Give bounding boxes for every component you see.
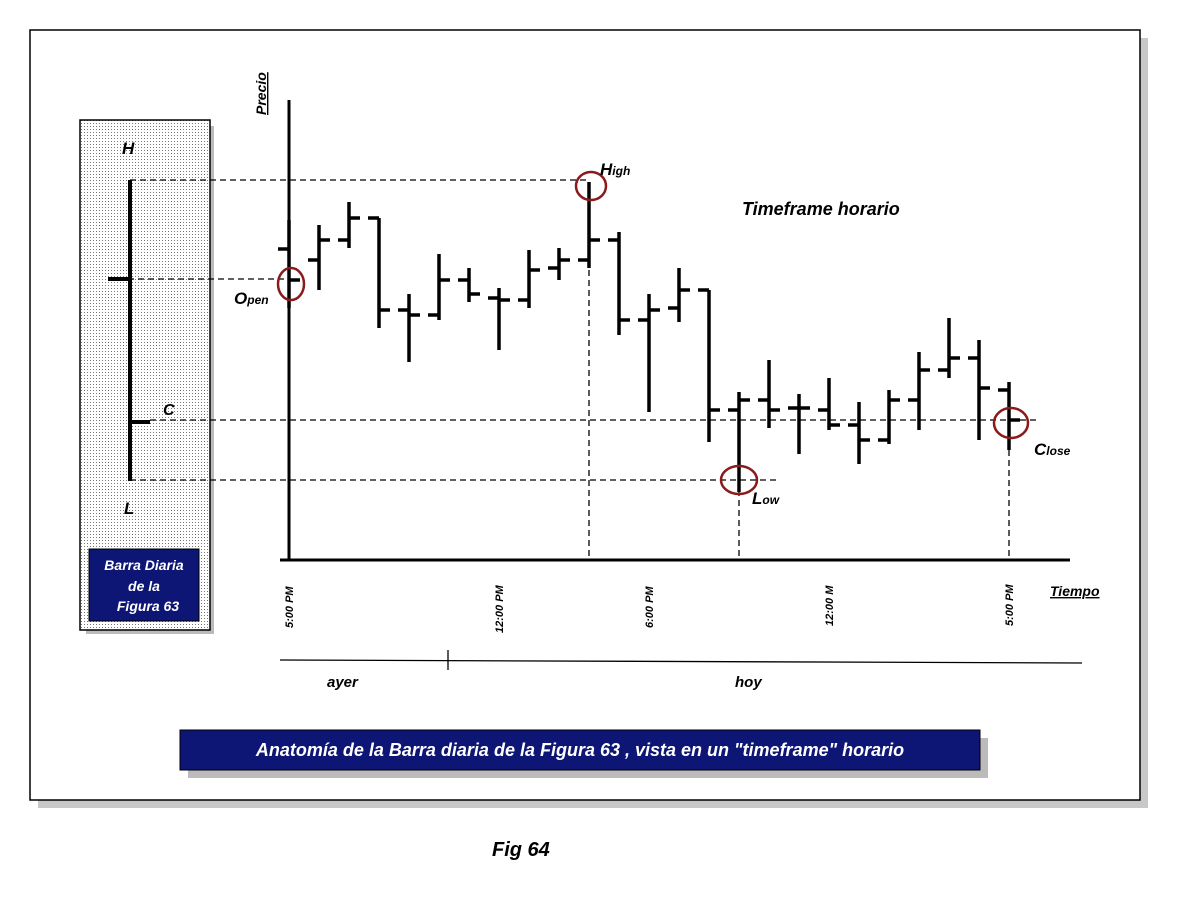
suffix: ow <box>762 493 779 507</box>
daily-high: H <box>122 139 135 158</box>
letter: L <box>752 489 762 508</box>
timeframe-label: Timeframe horario <box>742 199 900 219</box>
time-label: 12:00 M <box>824 585 836 626</box>
hourly-bars <box>278 182 1020 492</box>
close-label: Close <box>1034 440 1071 459</box>
high-label: High <box>600 160 630 179</box>
letter: O <box>234 289 247 308</box>
caption-box <box>179 729 981 771</box>
letter: C <box>1034 440 1047 459</box>
suffix: lose <box>1046 444 1070 458</box>
frame <box>29 29 1141 801</box>
period-label: hoy <box>735 674 762 691</box>
suffix: pen <box>246 293 268 307</box>
time-label: 5:00 PM <box>1004 584 1016 626</box>
caption: Anatomía de la Barra diaria de la Figura… <box>255 740 904 760</box>
time-labels: 5:00 PM 12:00 PM 6:00 PM 12:00 M 5:00 PM <box>284 584 1016 633</box>
x-axis-label: Tiempo <box>1050 583 1100 599</box>
letter: H <box>600 160 613 179</box>
time-label: 12:00 PM <box>494 584 506 633</box>
panel-label-box <box>88 548 200 622</box>
daily-low: L <box>124 499 134 518</box>
daily-panel <box>79 119 211 631</box>
panel-label-line: de la <box>128 578 160 594</box>
period-label: ayer <box>327 674 359 691</box>
low-label: Low <box>752 489 780 508</box>
period-line <box>279 650 1083 670</box>
open-label: Open <box>234 289 269 308</box>
daily-close: C <box>163 402 175 419</box>
panel-label-line: Barra Diaria <box>104 557 184 573</box>
panel-label-line: Figura 63 <box>117 598 179 614</box>
y-axis-label: Precio <box>253 72 269 115</box>
time-label: 6:00 PM <box>644 586 656 628</box>
panel-label: Barra Diaria de la Figura 63 <box>104 557 184 614</box>
highlight-circles <box>276 170 1030 496</box>
figure-label: Fig 64 <box>492 839 550 861</box>
time-label: 5:00 PM <box>284 586 296 628</box>
suffix: igh <box>612 164 630 178</box>
